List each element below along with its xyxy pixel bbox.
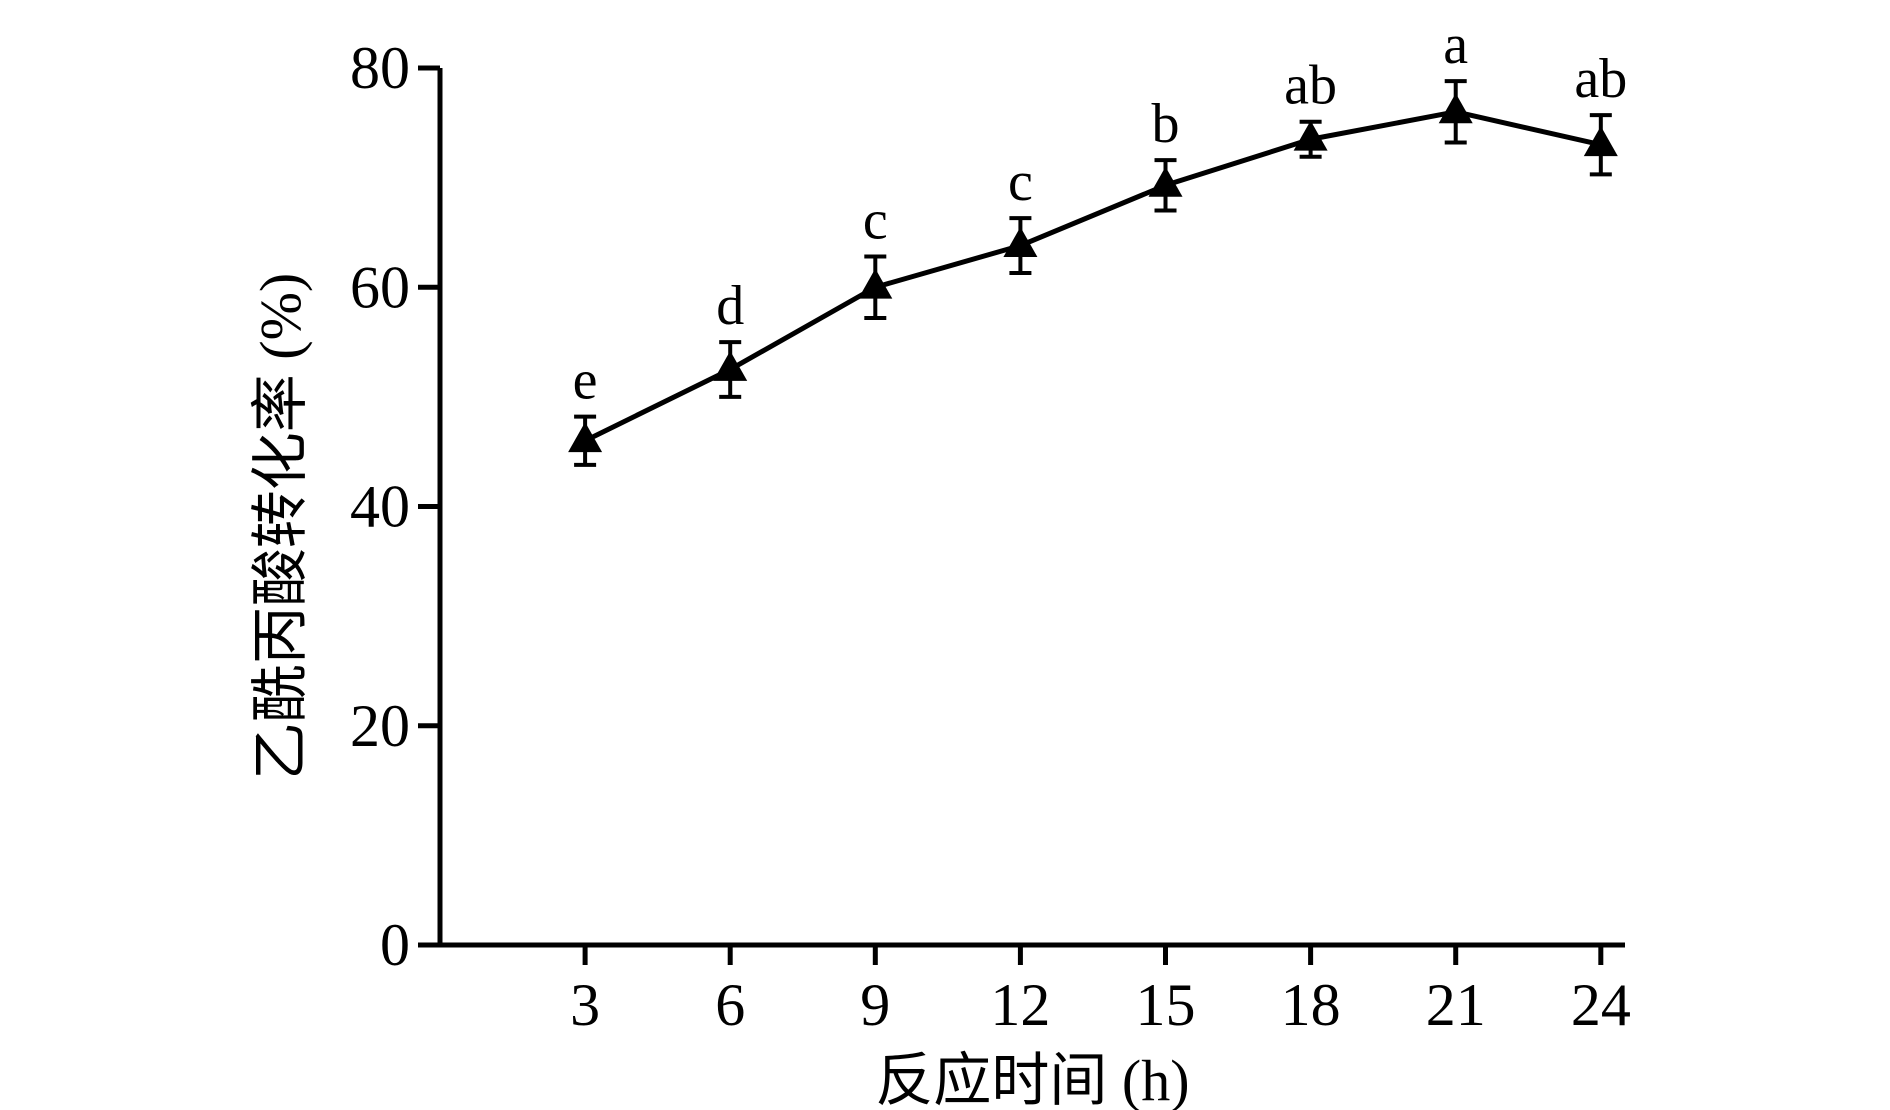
data-point	[1293, 120, 1328, 151]
significance-label: d	[716, 275, 744, 337]
y-tick-label: 40	[350, 474, 410, 540]
data-point	[1583, 126, 1618, 157]
data-point	[858, 268, 893, 299]
significance-label: c	[1008, 151, 1033, 213]
significance-label: a	[1443, 14, 1468, 76]
x-tick-label: 3	[570, 972, 600, 1038]
significance-label: ab	[1574, 48, 1627, 110]
y-tick-label: 60	[350, 254, 410, 320]
axes	[418, 65, 1625, 965]
significance-label: c	[863, 190, 888, 252]
data-point	[1003, 226, 1038, 257]
x-tick-label: 12	[990, 972, 1050, 1038]
y-axis-title: 乙酰丙酸转化率 (%)	[248, 273, 313, 780]
x-tick-label: 9	[860, 972, 890, 1038]
significance-label: e	[573, 350, 598, 412]
significance-label: ab	[1284, 55, 1337, 117]
y-tick-label: 0	[380, 912, 410, 978]
data-point	[568, 422, 603, 453]
data-point	[1148, 166, 1183, 197]
x-tick-label: 21	[1426, 972, 1486, 1038]
x-tick-label: 15	[1136, 972, 1196, 1038]
significance-label: b	[1152, 93, 1180, 155]
y-tick-label: 20	[350, 693, 410, 759]
x-tick-label: 6	[715, 972, 745, 1038]
axis-labels: 0 20 40 60 80 3 6 9 12 15 18 21 24 反应时间 (h) 乙酰丙酸转化率 (%…	[248, 14, 1631, 1110]
series-line	[584, 109, 1602, 443]
data-point	[713, 350, 748, 381]
plot-marks	[568, 79, 1618, 467]
data-point	[1438, 93, 1473, 124]
y-tick-label: 80	[350, 35, 410, 101]
x-axis-title: 反应时间 (h)	[875, 1048, 1189, 1110]
x-tick-label: 24	[1571, 972, 1631, 1038]
x-tick-label: 18	[1281, 972, 1341, 1038]
